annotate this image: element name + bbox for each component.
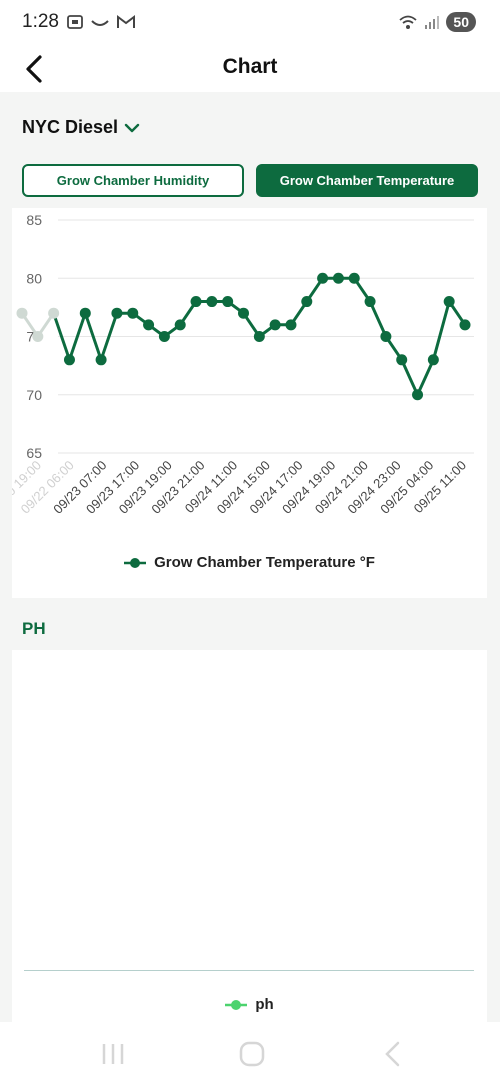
page-title: Chart	[0, 55, 500, 79]
status-time: 1:28	[22, 11, 59, 33]
data-point	[428, 354, 439, 365]
legend-label: Grow Chamber Temperature °F	[154, 554, 375, 571]
data-point	[317, 273, 328, 284]
tab-grow-chamber-humidity[interactable]: Grow Chamber Humidity	[22, 164, 244, 197]
data-point	[143, 319, 154, 330]
home-icon	[237, 1039, 267, 1069]
chevron-down-icon	[124, 122, 140, 134]
signal-icon	[424, 13, 440, 31]
data-point	[460, 319, 471, 330]
data-point	[444, 296, 455, 307]
recents-icon	[98, 1039, 128, 1069]
data-point	[222, 296, 233, 307]
chart-legend: Grow Chamber Temperature °F	[12, 554, 487, 571]
data-point	[285, 319, 296, 330]
data-point	[396, 354, 407, 365]
home-button[interactable]	[237, 1039, 267, 1069]
status-icons-right: 50	[398, 12, 476, 32]
app-header: Chart	[0, 46, 500, 92]
back-nav-icon	[378, 1039, 408, 1069]
y-tick-label: 70	[26, 387, 42, 403]
ph-chart-axis	[24, 970, 474, 971]
system-nav-bar	[0, 1022, 500, 1084]
data-point	[333, 273, 344, 284]
data-point	[96, 354, 107, 365]
screenshot-icon	[66, 13, 84, 31]
data-point	[191, 296, 202, 307]
data-point	[32, 331, 43, 342]
device-selector[interactable]: NYC Diesel	[22, 117, 140, 138]
link-icon	[90, 13, 110, 31]
gmail-icon	[116, 13, 136, 31]
battery-badge: 50	[446, 12, 476, 32]
ph-chart-card: ph	[12, 650, 487, 1022]
data-point	[270, 319, 281, 330]
ph-section-title: PH	[22, 619, 46, 639]
data-point	[111, 308, 122, 319]
data-point	[365, 296, 376, 307]
status-icons-left	[66, 13, 136, 31]
back-nav-button[interactable]	[378, 1039, 408, 1069]
recents-button[interactable]	[98, 1039, 128, 1069]
data-point	[301, 296, 312, 307]
tab-grow-chamber-temperature[interactable]: Grow Chamber Temperature	[256, 164, 478, 197]
status-bar: 1:28 50	[0, 0, 500, 46]
data-point	[17, 308, 28, 319]
ph-legend-label: ph	[255, 996, 273, 1013]
y-tick-label: 80	[26, 270, 42, 286]
ph-legend-marker-icon	[225, 999, 247, 1011]
data-point	[254, 331, 265, 342]
data-point	[159, 331, 170, 342]
wifi-icon	[398, 13, 418, 31]
data-point	[80, 308, 91, 319]
ph-legend: ph	[12, 996, 487, 1013]
data-point	[349, 273, 360, 284]
data-point	[175, 319, 186, 330]
y-tick-label: 85	[26, 212, 42, 228]
data-point	[238, 308, 249, 319]
data-point	[380, 331, 391, 342]
data-point	[412, 389, 423, 400]
data-point	[64, 354, 75, 365]
data-point	[48, 308, 59, 319]
data-point	[127, 308, 138, 319]
device-name: NYC Diesel	[22, 117, 118, 138]
legend-marker-icon	[124, 557, 146, 569]
data-point	[206, 296, 217, 307]
